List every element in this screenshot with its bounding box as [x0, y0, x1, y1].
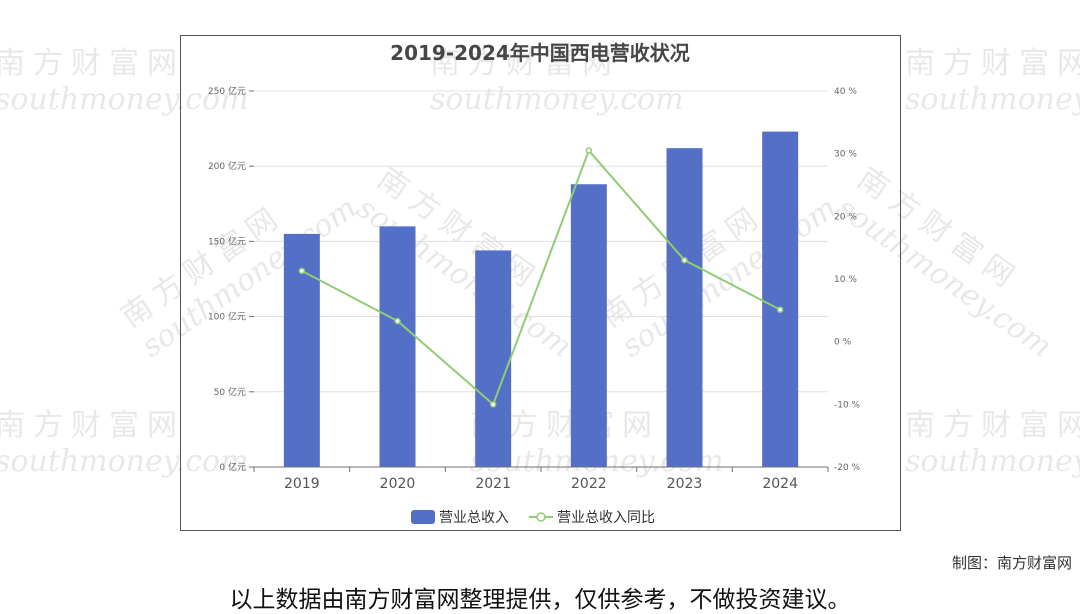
x-tick-label: 2020 [380, 476, 416, 492]
chart-container: 2019-2024年中国西电营收状况 0 亿元 50 亿元 100 亿元 150 亿元… [180, 35, 901, 531]
x-tick-label: 2022 [571, 476, 607, 492]
y-right-tick-label: 0 % [834, 338, 852, 348]
y-left-tick-label: 50 亿元 [214, 386, 246, 398]
chart-credit: 制图：南方财富网 [951, 554, 1072, 572]
chart-title: 2019-2024年中国西电营收状况 [390, 41, 690, 65]
series-line [301, 148, 781, 407]
series-point [489, 401, 497, 408]
y-right-tick-label: 40 % [834, 87, 857, 97]
y-right-tick-label: 10 % [834, 275, 857, 285]
x-tick-label: 2023 [667, 476, 703, 492]
y-left-tick-label: 200 亿元 [208, 160, 246, 172]
series-point [776, 306, 784, 313]
y-right-tick-label: 30 % [834, 150, 857, 160]
y-left-tick-label: 250 亿元 [208, 85, 246, 97]
x-tick-label: 2021 [475, 476, 511, 492]
series-point [585, 147, 593, 154]
legend-label-bar: 营业总收入 [439, 510, 509, 526]
y-right-tick-label: 20 % [834, 212, 857, 222]
legend-swatch-bar [411, 510, 435, 524]
legend-swatch-line-dot [536, 512, 546, 522]
y-left-tick-label: 150 亿元 [208, 235, 246, 247]
chart-svg: 2019-2024年中国西电营收状况 0 亿元 50 亿元 100 亿元 150 亿元… [208, 41, 861, 526]
bar [475, 250, 512, 467]
bar [666, 148, 703, 467]
x-tick-label: 2024 [762, 476, 798, 492]
y-right-tick-label: -20 % [834, 463, 861, 473]
series-point [394, 317, 401, 325]
y-right-tick-label: -10 % [834, 400, 861, 410]
series-point [298, 267, 306, 275]
bar [379, 226, 416, 467]
bar [762, 131, 799, 467]
series-point [681, 256, 688, 264]
y-left-tick-label: 0 亿元 [219, 461, 246, 473]
legend-label-line: 营业总收入同比 [557, 510, 655, 526]
bar [570, 184, 607, 468]
y-left-tick-label: 100 亿元 [208, 311, 246, 323]
x-tick-label: 2019 [284, 476, 320, 492]
disclaimer-text: 以上数据由南方财富网整理提供，仅供参考，不做投资建议。 [229, 587, 851, 613]
